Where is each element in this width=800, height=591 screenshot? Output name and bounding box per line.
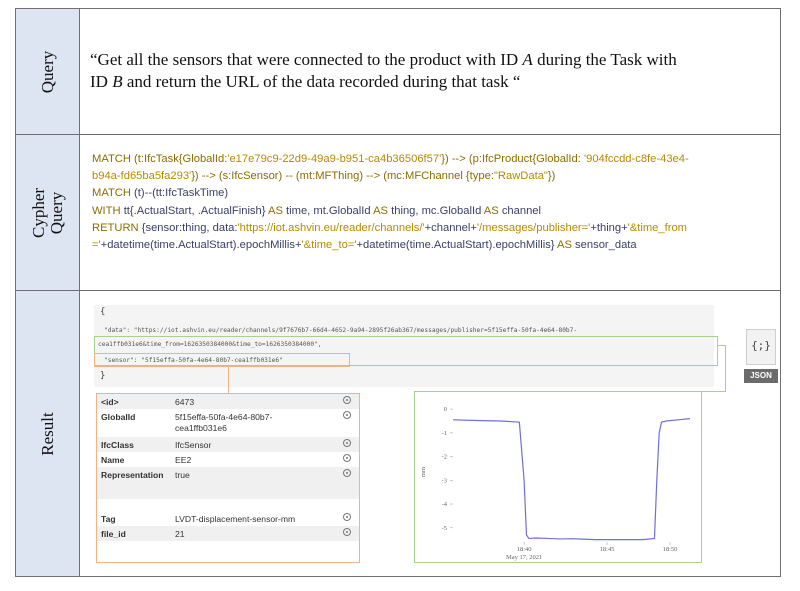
y-axis-label: mm (420, 467, 427, 477)
connector-data-horizontal (717, 345, 725, 346)
connector-data-vertical (725, 345, 726, 391)
json-file-icon: {;} JSON (744, 329, 778, 387)
result-label: Result (37, 411, 57, 456)
data-highlight (94, 336, 718, 366)
y-tick-label: -1 (442, 430, 447, 437)
result-content: { "data": "https://iot.ashvin.eu/reader/… (80, 291, 780, 576)
cypher-label-cell: Cypher Query (16, 135, 80, 290)
query-content: “Get all the sensors that were connected… (80, 9, 780, 134)
cypher-line-3: MATCH (t)--(tt:IfcTaskTime) (92, 187, 229, 200)
copy-icon[interactable] (343, 439, 351, 447)
prop-row-id: <id> 6473 (97, 394, 359, 409)
result-row: Result { "data": "https://iot.ashvin.eu/… (16, 291, 780, 576)
x-date-label: May 17, 2021 (506, 554, 542, 561)
figure-table: Query “Get all the sensors that were con… (15, 8, 781, 577)
copy-icon[interactable] (343, 396, 351, 404)
copy-icon[interactable] (343, 411, 351, 419)
cypher-row: Cypher Query MATCH (t:IfcTask{GlobalId:'… (16, 135, 780, 291)
cypher-line-4: WITH tt{.ActualStart, .ActualFinish} AS … (92, 204, 542, 217)
query-label-cell: Query (16, 9, 80, 134)
prop-row-globalid: GlobalId 5f15effa-50fa-4e64-80b7-cea1ffb… (97, 409, 359, 437)
cypher-content: MATCH (t:IfcTask{GlobalId:'e17e79c9-22d9… (80, 135, 780, 290)
y-tick-label: -2 (442, 454, 447, 461)
cypher-code: MATCH (t:IfcTask{GlobalId:'e17e79c9-22d9… (92, 151, 770, 254)
connector-sensor (228, 367, 229, 393)
result-label-cell: Result (16, 291, 80, 576)
json-open-brace: { (100, 307, 106, 317)
prop-row-representation: Representation true (97, 467, 359, 499)
cypher-line-5: RETURN {sensor:thing, data:'https://iot.… (92, 221, 687, 234)
y-tick-label: -5 (442, 525, 447, 532)
prop-row-ifcclass: IfcClass IfcSensor (97, 437, 359, 452)
y-tick-label: 0 (444, 406, 447, 413)
json-data-line-2: cea1ffb031e6&time_from=1626350384000&tim… (98, 341, 322, 348)
sensor-highlight (94, 353, 350, 367)
prop-row-fileid: file_id 21 (97, 526, 359, 541)
json-close-brace: } (100, 371, 106, 381)
x-tick-label: 18:40 (517, 546, 532, 553)
y-tick-label: -4 (442, 501, 448, 508)
x-tick-label: 18:45 (600, 546, 615, 553)
cypher-line-2: b94a-fd65ba5fa293'}) --> (s:IfcSensor) -… (92, 170, 556, 183)
y-tick-label: -3 (442, 477, 447, 484)
query-label: Query (37, 50, 57, 93)
copy-icon[interactable] (343, 469, 351, 477)
prop-row-name: Name EE2 (97, 452, 359, 467)
copy-icon[interactable] (343, 528, 351, 536)
json-tag: JSON (744, 369, 778, 383)
cypher-line-6: ='+datetime(time.ActualStart).epochMilli… (92, 239, 637, 252)
query-row: Query “Get all the sensors that were con… (16, 9, 780, 135)
copy-icon[interactable] (343, 513, 351, 521)
query-text: “Get all the sensors that were connected… (90, 49, 770, 94)
sensor-properties-table: <id> 6473 GlobalId 5f15effa-50fa-4e64-80… (96, 393, 360, 563)
query-line-1: “Get all the sensors that were connected… (90, 50, 677, 69)
sensor-chart: 0 -1 -2 -3 -4 -5 mm 18:40 May 17, 2021 18:45 18:50 (414, 391, 702, 563)
json-result-box: { "data": "https://iot.ashvin.eu/reader/… (94, 305, 714, 387)
query-line-2: ID B and return the URL of the data reco… (90, 72, 521, 92)
json-data-line-1: "data": "https://iot.ashvin.eu/reader/ch… (104, 327, 578, 334)
copy-icon[interactable] (343, 454, 351, 462)
cypher-label: Cypher Query (28, 187, 66, 238)
prop-row-tag: Tag LVDT-displacement-sensor-mm (97, 511, 359, 526)
connector-data-to-chart (702, 391, 726, 392)
json-sensor-line: "sensor": "5f15effa-50fa-4e64-80b7-cea1f… (104, 357, 283, 364)
series-line (452, 418, 691, 541)
x-tick-label: 18:50 (663, 546, 678, 553)
cypher-line-1: MATCH (t:IfcTask{GlobalId:'e17e79c9-22d9… (92, 153, 689, 165)
